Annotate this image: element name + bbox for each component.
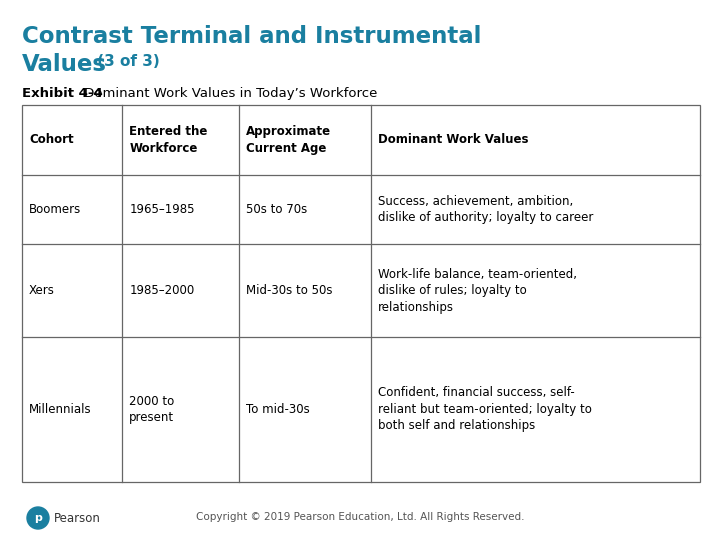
Text: 2000 to
present: 2000 to present	[130, 395, 174, 424]
Text: Values: Values	[22, 53, 107, 76]
Text: Dominant Work Values in Today’s Workforce: Dominant Work Values in Today’s Workforc…	[80, 87, 377, 100]
Text: Mid-30s to 50s: Mid-30s to 50s	[246, 284, 333, 297]
Text: Work-life balance, team-oriented,
dislike of rules; loyalty to
relationships: Work-life balance, team-oriented, dislik…	[378, 268, 577, 314]
Text: Xers: Xers	[29, 284, 55, 297]
Text: Cohort: Cohort	[29, 133, 73, 146]
Bar	[22, 105, 700, 482]
Text: To mid-30s: To mid-30s	[246, 403, 310, 416]
Text: 1985–2000: 1985–2000	[130, 284, 194, 297]
Text: Millennials: Millennials	[29, 403, 91, 416]
Circle shape	[27, 507, 49, 529]
Text: Boomers: Boomers	[29, 203, 81, 216]
Text: (3 of 3): (3 of 3)	[92, 54, 160, 69]
Text: Confident, financial success, self-
reliant but team-oriented; loyalty to
both s: Confident, financial success, self- reli…	[378, 387, 592, 433]
Text: p: p	[34, 513, 42, 523]
Text: Copyright © 2019 Pearson Education, Ltd. All Rights Reserved.: Copyright © 2019 Pearson Education, Ltd.…	[196, 512, 524, 522]
Text: Contrast Terminal and Instrumental: Contrast Terminal and Instrumental	[22, 25, 482, 48]
Text: 50s to 70s: 50s to 70s	[246, 203, 307, 216]
Text: 1965–1985: 1965–1985	[130, 203, 195, 216]
Text: Exhibit 4-4: Exhibit 4-4	[22, 87, 103, 100]
Text: Success, achievement, ambition,
dislike of authority; loyalty to career: Success, achievement, ambition, dislike …	[378, 195, 593, 224]
Text: Dominant Work Values: Dominant Work Values	[378, 133, 528, 146]
Text: Approximate
Current Age: Approximate Current Age	[246, 125, 331, 154]
Text: Pearson: Pearson	[54, 511, 101, 524]
Text: Entered the
Workforce: Entered the Workforce	[130, 125, 207, 154]
